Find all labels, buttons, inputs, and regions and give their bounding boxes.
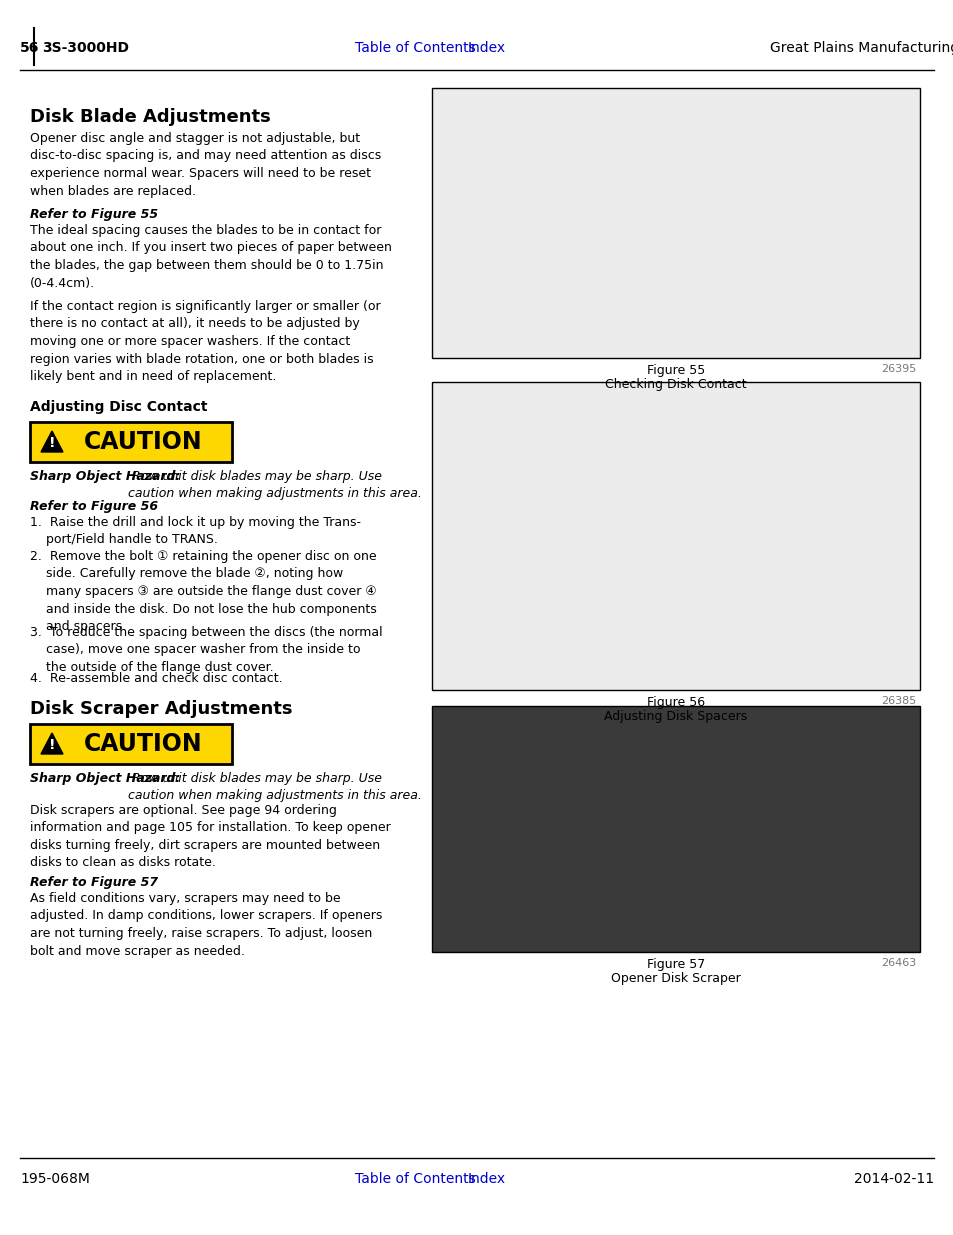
Text: Disk Scraper Adjustments: Disk Scraper Adjustments [30,700,293,718]
Text: Figure 57: Figure 57 [646,958,704,971]
Text: Disk scrapers are optional. See page 94 ordering
information and page 105 for in: Disk scrapers are optional. See page 94 … [30,804,391,869]
Text: Opener disc angle and stagger is not adjustable, but
disc-to-disc spacing is, an: Opener disc angle and stagger is not adj… [30,132,381,198]
Text: Refer to Figure 55: Refer to Figure 55 [30,207,158,221]
Text: Refer to Figure 56: Refer to Figure 56 [30,500,158,513]
Text: 26395: 26395 [880,364,915,374]
Text: Row unit disk blades may be sharp. Use
caution when making adjustments in this a: Row unit disk blades may be sharp. Use c… [128,772,421,802]
Text: Disk Blade Adjustments: Disk Blade Adjustments [30,107,271,126]
FancyBboxPatch shape [432,382,919,690]
Text: Figure 55: Figure 55 [646,364,704,377]
Text: 2014-02-11: 2014-02-11 [853,1172,933,1186]
Text: 56: 56 [20,41,39,56]
Text: Adjusting Disc Contact: Adjusting Disc Contact [30,400,208,414]
Text: Checking Disk Contact: Checking Disk Contact [604,378,746,391]
Text: Sharp Object Hazard:: Sharp Object Hazard: [30,772,180,785]
FancyBboxPatch shape [432,88,919,358]
Text: CAUTION: CAUTION [84,430,202,454]
Text: Table of Contents: Table of Contents [355,41,476,56]
Text: If the contact region is significantly larger or smaller (or
there is no contact: If the contact region is significantly l… [30,300,380,383]
Text: The ideal spacing causes the blades to be in contact for
about one inch. If you : The ideal spacing causes the blades to b… [30,224,392,289]
Text: As field conditions vary, scrapers may need to be
adjusted. In damp conditions, : As field conditions vary, scrapers may n… [30,892,382,957]
Text: Adjusting Disk Spacers: Adjusting Disk Spacers [604,710,747,722]
Text: !: ! [49,739,55,752]
Polygon shape [41,431,63,452]
Text: Table of Contents: Table of Contents [355,1172,476,1186]
FancyBboxPatch shape [30,422,232,462]
Text: 26463: 26463 [880,958,915,968]
Text: 1.  Raise the drill and lock it up by moving the Trans-
    port/Field handle to: 1. Raise the drill and lock it up by mov… [30,516,360,547]
Text: Figure 56: Figure 56 [646,697,704,709]
Text: 3.  To reduce the spacing between the discs (the normal
    case), move one spac: 3. To reduce the spacing between the dis… [30,626,382,674]
Polygon shape [41,734,63,755]
Text: Index: Index [468,1172,506,1186]
Text: 3S-3000HD: 3S-3000HD [42,41,129,56]
Text: 26385: 26385 [880,697,915,706]
FancyBboxPatch shape [30,724,232,764]
Text: Row unit disk blades may be sharp. Use
caution when making adjustments in this a: Row unit disk blades may be sharp. Use c… [128,471,421,500]
Text: !: ! [49,436,55,450]
Text: Index: Index [468,41,506,56]
Text: 195-068M: 195-068M [20,1172,90,1186]
FancyBboxPatch shape [432,706,919,952]
Text: 4.  Re-assemble and check disc contact.: 4. Re-assemble and check disc contact. [30,672,282,685]
Text: Sharp Object Hazard:: Sharp Object Hazard: [30,471,180,483]
Text: Opener Disk Scraper: Opener Disk Scraper [611,972,740,986]
Text: CAUTION: CAUTION [84,732,202,756]
Text: Great Plains Manufacturing, Inc.: Great Plains Manufacturing, Inc. [769,41,953,56]
Text: 2.  Remove the bolt ① retaining the opener disc on one
    side. Carefully remov: 2. Remove the bolt ① retaining the opene… [30,550,376,634]
Text: Refer to Figure 57: Refer to Figure 57 [30,876,158,889]
